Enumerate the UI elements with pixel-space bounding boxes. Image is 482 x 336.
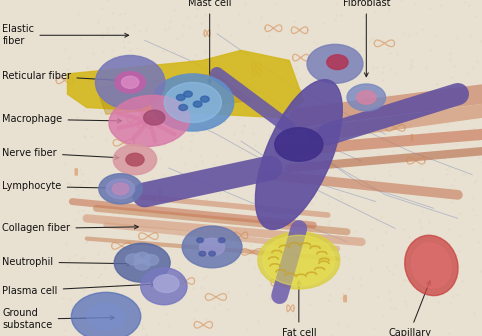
Circle shape	[201, 96, 209, 102]
Polygon shape	[96, 74, 251, 114]
Ellipse shape	[411, 243, 452, 288]
Circle shape	[134, 259, 150, 270]
Circle shape	[209, 251, 215, 256]
Circle shape	[154, 275, 179, 292]
Ellipse shape	[95, 55, 165, 109]
Circle shape	[200, 238, 225, 256]
Text: Collagen fiber: Collagen fiber	[2, 223, 138, 234]
Circle shape	[357, 91, 376, 104]
Circle shape	[143, 255, 159, 265]
Text: Ground
substance: Ground substance	[2, 308, 114, 330]
Text: Nerve fiber: Nerve fiber	[2, 148, 119, 160]
Circle shape	[121, 76, 139, 88]
Ellipse shape	[141, 268, 187, 305]
Circle shape	[258, 232, 340, 289]
Circle shape	[115, 72, 146, 93]
Circle shape	[179, 104, 187, 111]
Circle shape	[126, 153, 144, 166]
Circle shape	[184, 91, 192, 97]
Circle shape	[307, 44, 363, 83]
Circle shape	[263, 235, 335, 286]
Circle shape	[176, 94, 185, 100]
Text: Neutrophil: Neutrophil	[2, 257, 131, 267]
Text: Capillary: Capillary	[388, 281, 431, 336]
Text: Macrophage: Macrophage	[2, 114, 121, 124]
Circle shape	[218, 238, 225, 243]
Ellipse shape	[255, 80, 342, 229]
Circle shape	[193, 101, 202, 107]
Ellipse shape	[405, 235, 458, 296]
Text: Mast cell: Mast cell	[188, 0, 231, 83]
Circle shape	[144, 110, 165, 125]
Ellipse shape	[109, 95, 190, 146]
Circle shape	[126, 254, 141, 265]
Circle shape	[152, 74, 234, 131]
Circle shape	[71, 292, 141, 336]
Circle shape	[347, 84, 386, 111]
Circle shape	[99, 174, 142, 204]
Circle shape	[107, 179, 134, 199]
Text: Elastic
fiber: Elastic fiber	[2, 25, 129, 46]
Circle shape	[164, 83, 222, 123]
Text: Plasma cell: Plasma cell	[2, 282, 155, 296]
Circle shape	[182, 226, 242, 268]
Text: Fibroblast: Fibroblast	[343, 0, 390, 77]
Text: Reticular fiber: Reticular fiber	[2, 71, 119, 82]
Polygon shape	[67, 50, 304, 118]
Circle shape	[134, 252, 150, 263]
Circle shape	[114, 243, 170, 282]
Circle shape	[87, 303, 125, 330]
Circle shape	[112, 183, 129, 195]
Circle shape	[199, 251, 206, 256]
Text: Fat cell: Fat cell	[281, 281, 316, 336]
Circle shape	[113, 144, 157, 175]
Circle shape	[197, 238, 203, 243]
Circle shape	[275, 128, 323, 161]
Circle shape	[327, 55, 348, 70]
Text: Lymphocyte: Lymphocyte	[2, 181, 114, 192]
